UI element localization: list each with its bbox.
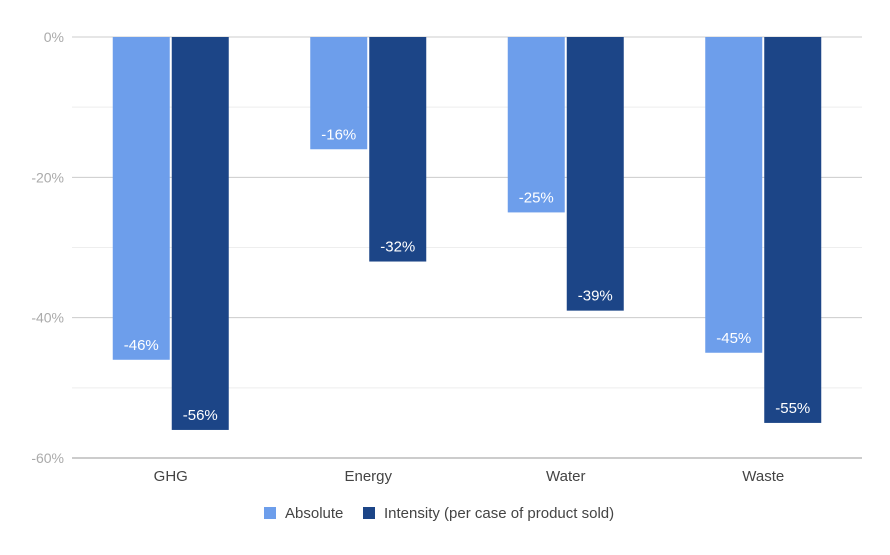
x-tick-label: GHG [154, 468, 188, 485]
legend-swatch [363, 507, 375, 519]
bar-intensity-water [566, 37, 624, 311]
bar-intensity-waste [764, 37, 822, 423]
bar-intensity-ghg [171, 37, 229, 430]
legend-swatch [264, 507, 276, 519]
data-label: -55% [775, 400, 810, 417]
x-tick-label: Water [546, 468, 585, 485]
bars [112, 37, 822, 430]
bar-intensity-energy [369, 37, 427, 262]
data-label: -56% [183, 407, 218, 424]
data-label: -45% [716, 330, 751, 347]
y-tick-label: 0% [44, 29, 64, 45]
legend: Absolute Intensity (per case of product s… [264, 505, 614, 522]
legend-label: Intensity (per case of product sold) [384, 505, 614, 522]
legend-item-intensity[interactable]: Intensity (per case of product sold) [363, 505, 614, 522]
bar-absolute-waste [705, 37, 763, 353]
data-label: -32% [380, 239, 415, 256]
data-label: -39% [578, 288, 613, 305]
y-tick-label: -20% [31, 169, 64, 185]
legend-item-absolute[interactable]: Absolute [264, 505, 343, 522]
data-labels: -46% -56% -16% -32% -25% -39% -45% -55% [124, 126, 811, 424]
data-label: -25% [519, 189, 554, 206]
data-label: -16% [321, 126, 356, 143]
bar-absolute-energy [310, 37, 368, 150]
data-label: -46% [124, 337, 159, 354]
y-tick-label: -40% [31, 310, 64, 326]
y-tick-label: -60% [31, 450, 64, 466]
y-axis-tick-labels: 0% -20% -40% -60% [31, 29, 64, 466]
x-tick-label: Waste [742, 468, 784, 485]
bar-absolute-water [507, 37, 565, 213]
x-tick-label: Energy [344, 468, 392, 485]
legend-label: Absolute [285, 505, 343, 522]
bar-absolute-ghg [112, 37, 170, 360]
x-axis-tick-labels: GHG Energy Water Waste [154, 468, 785, 485]
